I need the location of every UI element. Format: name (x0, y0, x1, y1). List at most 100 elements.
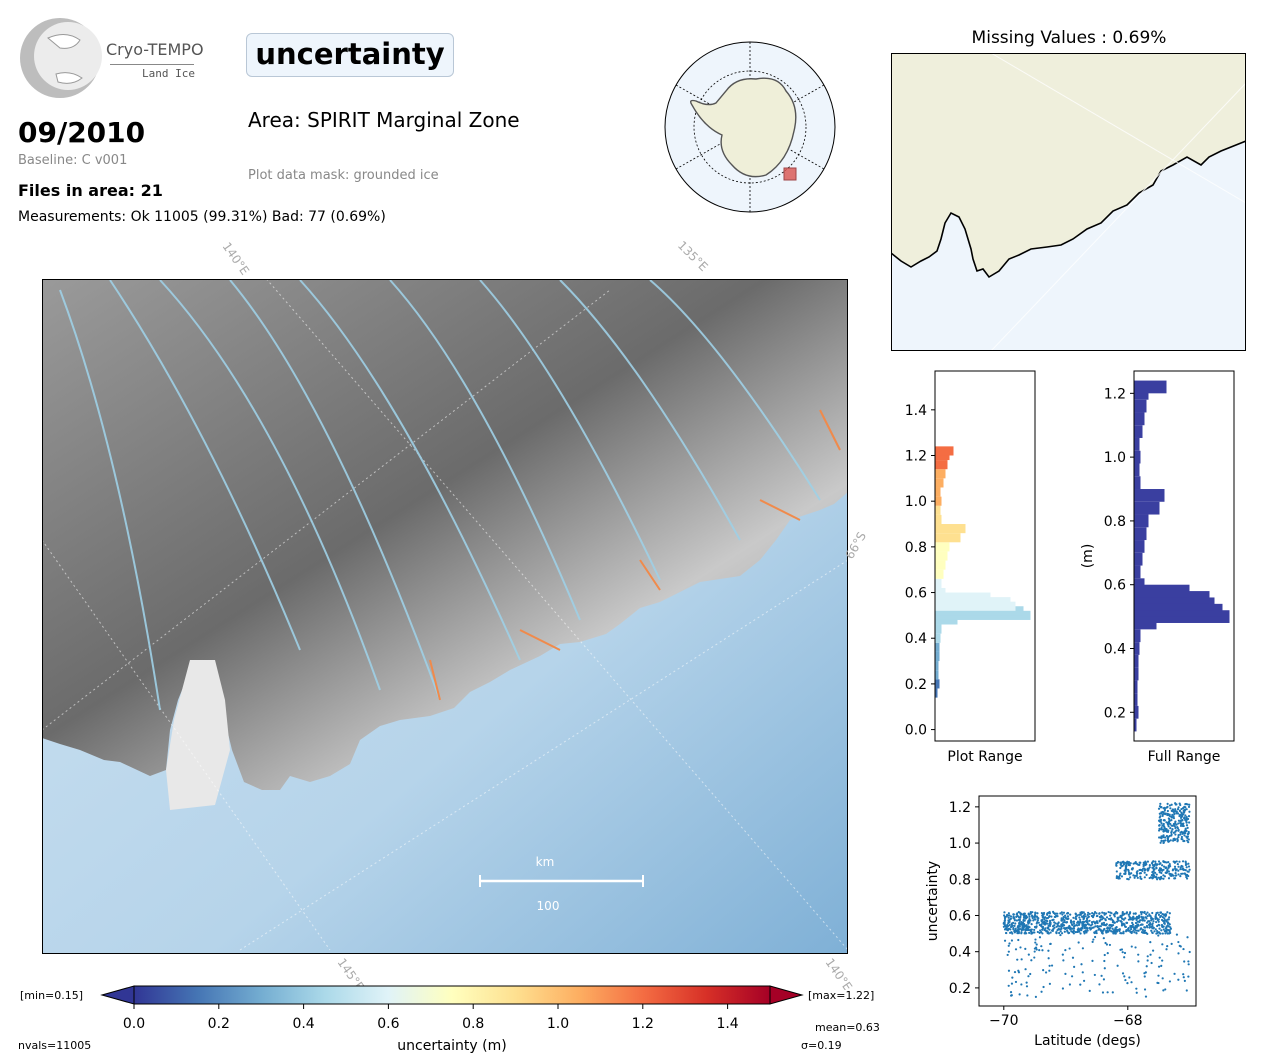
scatter-point (1161, 943, 1164, 946)
scatter-point (1079, 921, 1082, 924)
scatter-point (1173, 810, 1176, 813)
scatter-point (1162, 822, 1165, 826)
histogram-frame (1133, 370, 1235, 742)
scatter-point (1082, 979, 1086, 982)
scatter-point (1033, 915, 1036, 918)
scatter-point (1053, 926, 1056, 929)
scatter-point (1185, 818, 1189, 821)
histogram-bar (1134, 463, 1140, 477)
scatter-point (1186, 835, 1190, 838)
scatter-y-tick-label: 0.6 (949, 908, 971, 924)
scatter-x-tick-label: −70 (989, 1013, 1019, 1029)
scatter-point (1146, 921, 1149, 924)
scatter-point (1014, 948, 1018, 951)
scatter-point (1074, 912, 1077, 915)
scatter-point (1188, 810, 1191, 813)
scatter-point (1030, 914, 1034, 917)
scatter-point (1119, 919, 1122, 923)
histogram-bar (935, 670, 939, 680)
scatter-point (1036, 919, 1039, 922)
scatter-point (1028, 926, 1031, 929)
missing-values-title: Missing Values : 0.69% (971, 28, 1167, 48)
scatter-point (1164, 932, 1167, 935)
scatter-point (1068, 947, 1071, 950)
scatter-point (1174, 830, 1177, 833)
scatter-point (1142, 931, 1145, 934)
scatter-point (1139, 911, 1143, 914)
scatter-point (1070, 975, 1074, 978)
scatter-point (1151, 861, 1154, 864)
scatter-point (1143, 919, 1146, 922)
histogram-bar (935, 533, 961, 543)
scatter-point (1169, 873, 1172, 876)
scatter-point (1130, 981, 1133, 984)
scatter-point (1158, 836, 1161, 839)
scatter-point (1179, 816, 1183, 819)
histogram-bar (935, 505, 941, 515)
scatter-point (1069, 928, 1072, 931)
scatter-point (1184, 861, 1187, 865)
scatter-point (1088, 989, 1091, 992)
scatter-point (1158, 867, 1162, 870)
scatter-point (1173, 860, 1177, 864)
scatter-point (1156, 931, 1159, 935)
scatter-point (1134, 946, 1137, 949)
scatter-point (1079, 932, 1082, 935)
scatter-point (1168, 980, 1171, 983)
scatter-point (1133, 876, 1136, 879)
area-highlight (783, 167, 797, 181)
scatter-point (1034, 938, 1037, 941)
scatter-point (1056, 912, 1059, 915)
scatter-point (1124, 870, 1127, 873)
scatter-point (1010, 982, 1014, 985)
scatter-point (1174, 808, 1177, 811)
histogram-y-tick-label: 0.2 (905, 677, 927, 693)
scatter-point (1119, 932, 1122, 935)
scatter-point (1174, 838, 1177, 841)
scatter-point (1164, 866, 1167, 870)
scatter-point (1184, 830, 1187, 833)
scatter-point (1177, 978, 1180, 981)
scatter-point (1165, 925, 1168, 928)
scatter-point (1163, 809, 1166, 812)
scatter-point (1139, 875, 1142, 878)
scatter-point (1174, 874, 1177, 877)
scatter-point (1158, 927, 1161, 930)
scatter-point (1167, 820, 1171, 823)
scatter-point (1182, 811, 1185, 814)
scatter-point (1148, 876, 1151, 880)
scatter-point (1166, 802, 1169, 805)
plot-range-histogram: 0.0 0.2 0.4 0.6 0.8 1.0 1.2 1.4 Plot Range (905, 370, 1036, 765)
scatter-point (1182, 947, 1185, 951)
scatter-point (1072, 922, 1076, 925)
scatter-point (1166, 921, 1170, 924)
scatter-point (1167, 870, 1170, 873)
scatter-point (1185, 875, 1188, 879)
histogram-bar (1134, 380, 1167, 394)
scatter-point (1035, 915, 1039, 918)
scatter-point (1180, 807, 1183, 811)
histogram-bar (935, 651, 940, 662)
scatter-point (1160, 839, 1163, 842)
scatter-point (1183, 960, 1186, 963)
scatter-point (1095, 929, 1098, 933)
scatter-point (1131, 923, 1135, 926)
scatter-point (1029, 928, 1033, 931)
scatter-point (1149, 941, 1152, 944)
scatter-point (1071, 956, 1075, 959)
histogram-bar (935, 688, 938, 698)
scatter-point (1135, 929, 1138, 932)
scatter-point (1081, 947, 1085, 950)
scatter-point (1176, 837, 1179, 840)
scatter-point (1114, 931, 1117, 934)
scatter-point (1018, 925, 1021, 928)
scatter-point (1003, 923, 1006, 926)
scatter-point (1155, 873, 1158, 876)
scatter-point (1180, 811, 1183, 814)
missing-values-map (891, 53, 1246, 351)
scatter-point (1032, 919, 1035, 922)
scatter-point (1091, 940, 1094, 943)
scatter-point (1020, 931, 1023, 934)
scatter-point (1111, 918, 1114, 922)
histogram-bar (935, 514, 942, 525)
